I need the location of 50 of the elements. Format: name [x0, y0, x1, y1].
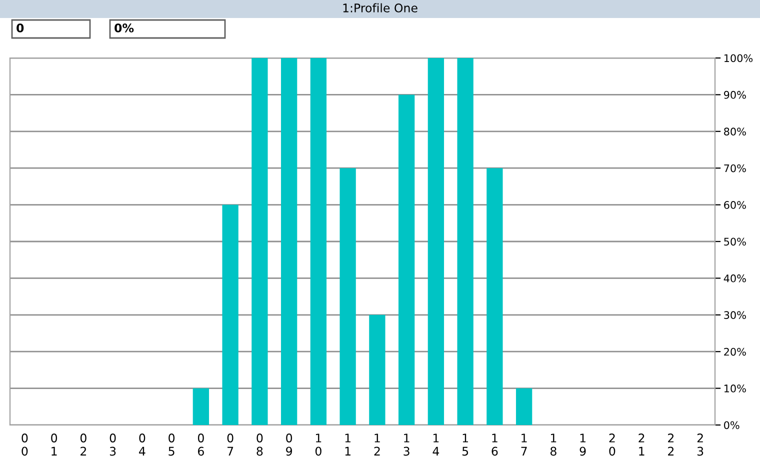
x-tick-label: 06: [198, 434, 204, 456]
y-tick-label: 80%: [724, 128, 746, 136]
bar: [192, 388, 210, 425]
x-tick-label: 10: [315, 434, 322, 456]
bar: [428, 58, 444, 425]
x-tick-label: 21: [638, 434, 644, 456]
text: 0%: [114, 23, 134, 32]
x-tick-label: 02: [80, 434, 86, 456]
x-tick-label: 16: [492, 434, 498, 456]
x-tick-label: 22: [668, 434, 674, 456]
x-tick-label: 14: [432, 434, 440, 456]
y-tick-label: 70%: [724, 164, 746, 172]
x-tick-label: 01: [51, 434, 58, 456]
bar: [340, 168, 356, 425]
bar: [398, 94, 415, 425]
x-tick-label: 15: [462, 434, 468, 456]
bar: [310, 58, 327, 425]
x-tick-label: 08: [256, 434, 263, 456]
x-tick-label: 09: [286, 434, 292, 456]
y-tick-label: 100%: [724, 54, 753, 62]
y-tick-label: 90%: [724, 90, 746, 99]
y-tick-label: 0%: [724, 421, 740, 430]
y-tick-label: 40%: [724, 274, 746, 282]
y-tick-label: 10%: [724, 384, 746, 392]
bar: [280, 58, 298, 425]
x-tick-label: 00: [22, 434, 28, 456]
bar: [486, 168, 503, 425]
x-tick-label: 19: [580, 434, 586, 456]
x-tick-label: 23: [697, 434, 704, 456]
x-tick-label: 04: [139, 434, 146, 456]
x-tick-label: 13: [404, 434, 410, 456]
x-tick-label: 03: [110, 434, 116, 456]
bar: [457, 58, 474, 425]
x-tick-label: 11: [345, 434, 350, 456]
x-tick-label: 12: [374, 434, 380, 456]
y-tick-label: 50%: [724, 238, 746, 246]
bar: [516, 388, 532, 425]
bar: [369, 314, 386, 425]
chart-title: 1:Profile One: [343, 3, 418, 12]
x-tick-label: 18: [550, 434, 556, 456]
bar: [252, 58, 268, 425]
text: 0: [16, 23, 24, 32]
x-tick-label: 17: [521, 434, 527, 456]
x-tick-label: 07: [227, 434, 234, 456]
y-tick-label: 20%: [724, 348, 746, 356]
x-tick-label: 05: [168, 434, 175, 456]
x-tick-label: 20: [609, 434, 616, 456]
y-tick-label: 30%: [724, 311, 746, 320]
bar: [222, 204, 238, 425]
y-tick-label: 60%: [724, 201, 746, 209]
